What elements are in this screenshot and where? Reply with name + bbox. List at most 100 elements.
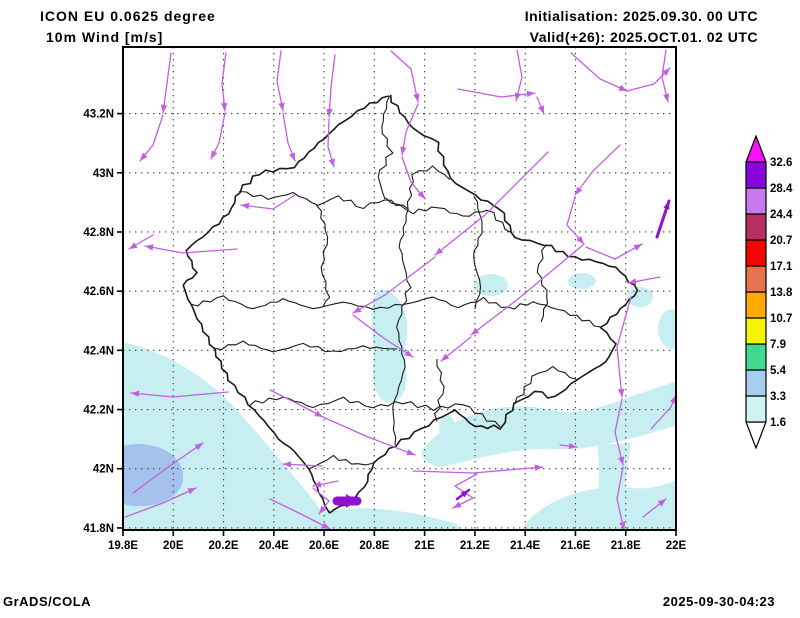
wind-vector-head <box>441 353 450 361</box>
lat-tick-label: 43N <box>93 168 114 180</box>
wind-vector <box>130 391 229 398</box>
map-frame <box>122 46 677 531</box>
colorbar-level-label: 17.1 <box>770 261 793 273</box>
colorbar-cell <box>745 395 767 423</box>
wind-vector <box>570 52 628 92</box>
wind-vector-head <box>328 158 335 167</box>
colorbar-level-label: 32.6 <box>770 157 792 169</box>
lon-tick-label: 20.8E <box>359 540 389 552</box>
wind-vector <box>614 398 624 466</box>
valid-time: Valid(+26): 2025.OCT.01. 02 UTC <box>529 29 758 45</box>
colorbar-cell <box>745 317 767 345</box>
wind-vector <box>390 50 419 103</box>
wind-vector <box>457 88 536 98</box>
wind-vector <box>322 416 416 456</box>
lat-tick-label: 41.8N <box>83 523 114 535</box>
wind-vector-head <box>404 350 413 357</box>
wind-vector-head <box>313 481 322 488</box>
wind-vector <box>352 256 436 314</box>
wind-vector <box>515 49 523 102</box>
wind-vector-head <box>194 443 203 451</box>
wind-vector-head <box>314 410 323 417</box>
colorbar-cell <box>745 187 767 215</box>
wind-vector-head <box>568 442 577 450</box>
wind-vector-head <box>453 501 462 508</box>
colorbar-cell <box>745 369 767 397</box>
wind-arrows <box>124 49 676 530</box>
shaded-regions <box>123 273 676 530</box>
municipal-border <box>190 295 404 310</box>
municipal-border <box>473 196 483 310</box>
wind-vector <box>616 296 632 398</box>
wind-vector-head <box>662 68 670 76</box>
wind-vector-head <box>534 464 543 471</box>
wind-vector-head <box>400 146 407 155</box>
wind-vector <box>269 498 331 530</box>
municipal-border <box>392 208 412 446</box>
wind-shade-blob <box>658 309 676 349</box>
wind-vector-head <box>670 395 676 404</box>
colorbar-cell <box>745 265 767 293</box>
wind-vector-head <box>657 499 666 507</box>
wind-vector <box>566 196 585 245</box>
wind-shade-blob <box>371 289 408 403</box>
municipal-border <box>385 197 516 239</box>
wind-vector-head <box>326 108 333 117</box>
wind-vector <box>144 245 238 254</box>
wind-vector-head <box>160 104 168 113</box>
wind-vector-head <box>628 278 637 285</box>
colorbar-level-label: 24.4 <box>770 209 793 221</box>
model-title: ICON EU 0.0625 degree <box>40 8 216 24</box>
colorbar-cell <box>745 161 767 189</box>
colorbar-level-label: 20.7 <box>770 235 792 247</box>
municipal-border <box>308 454 375 470</box>
wind-vector-head <box>131 390 140 397</box>
wind-vector <box>352 314 414 358</box>
wind-vector-head <box>221 102 228 111</box>
municipal-border <box>514 366 577 405</box>
graticule-grid <box>123 47 676 530</box>
municipal-border <box>238 190 409 210</box>
wind-vector <box>132 442 204 494</box>
wind-vector-head <box>241 202 250 210</box>
wind-vector <box>434 151 549 256</box>
municipal-border <box>213 340 398 353</box>
lon-tick-label: 21.6E <box>560 540 590 552</box>
lon-tick-label: 19.8E <box>108 540 138 552</box>
political-borders <box>182 94 639 514</box>
wind-shade-blob <box>627 287 653 307</box>
wind-shade-blob <box>568 273 596 289</box>
wind-vector <box>574 144 621 196</box>
colorbar-cell <box>745 213 767 241</box>
wind-vector <box>269 389 324 418</box>
grads-credit: GrADS/COLA <box>3 594 92 609</box>
header-right: Initialisation: 2025.09.30. 00 UTC Valid… <box>525 6 800 48</box>
lon-tick-label: 21.8E <box>611 540 641 552</box>
wind-vector-head <box>187 488 196 495</box>
municipal-border <box>315 205 331 308</box>
creation-timestamp: 2025-09-30-04:23 <box>662 594 775 609</box>
wind-vector-head <box>145 244 154 251</box>
wind-vector-head <box>435 247 444 255</box>
wind-vector-head <box>575 186 583 195</box>
wind-vector-head <box>663 93 670 102</box>
lat-tick-label: 42N <box>93 464 114 476</box>
wind-vector <box>221 52 227 112</box>
lat-tick-label: 42.6N <box>83 286 114 298</box>
wind-vector-head <box>129 242 138 249</box>
colorbar-labels: 1.6 3.3 5.4 7.9 10.7 13.8 17.1 20.7 24.4 28.4 32.6 <box>770 157 793 429</box>
lon-tick-label: 20.4E <box>259 540 289 552</box>
lon-tick-label: 22E <box>666 540 687 552</box>
wind-vector <box>124 487 197 518</box>
wind-shade-blob <box>123 443 184 507</box>
lon-tick-label: 20.2E <box>209 540 239 552</box>
municipal-border <box>402 296 602 328</box>
wind-vector-head <box>618 84 627 91</box>
wind-vector-head <box>514 92 521 101</box>
colorbar-level-label: 5.4 <box>770 365 787 377</box>
init-time: Initialisation: 2025.09.30. 00 UTC <box>524 8 758 24</box>
lat-tick-label: 42.2N <box>83 405 114 417</box>
wind-vector <box>162 52 172 114</box>
municipal-border <box>536 244 548 323</box>
